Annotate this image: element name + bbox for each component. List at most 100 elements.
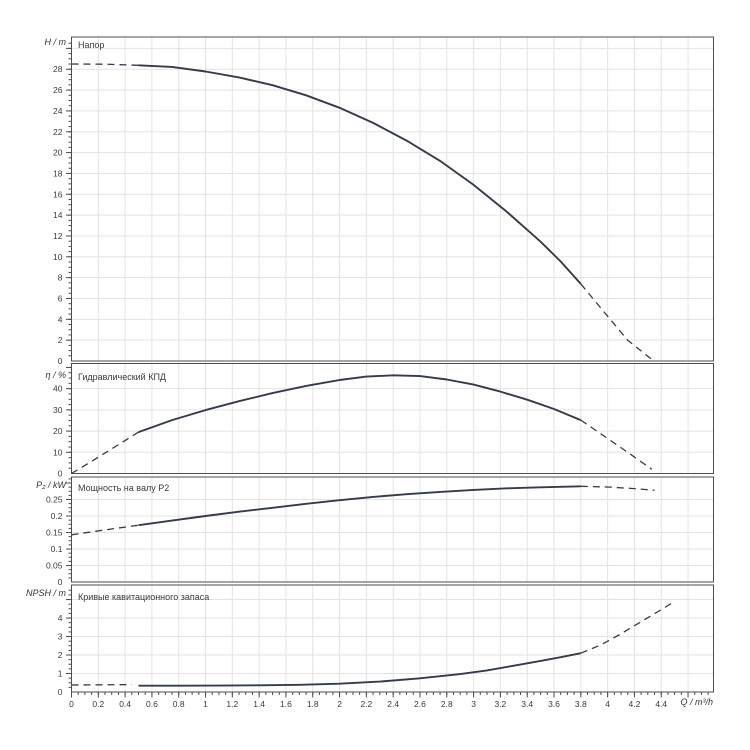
x-tick-label: 1.8 — [307, 699, 319, 709]
y-tick-label: 10 — [53, 252, 63, 262]
x-tick-label: 1.4 — [253, 699, 265, 709]
y-ticks — [66, 478, 72, 579]
y-axis-label-npsh: NPSH / m — [25, 587, 66, 598]
x-tick-label: 0.8 — [173, 699, 185, 709]
x-tick-label: 3.6 — [548, 699, 560, 709]
panel-power: 0 0.05 0.1 0.15 0.2 0.25 — [46, 476, 714, 588]
y-tick-labels: 0 0.05 0.1 0.15 0.2 0.25 — [46, 495, 63, 588]
x-tick-label: 4.4 — [655, 699, 667, 709]
efficiency-dashed-right-curve — [580, 419, 653, 470]
y-tick-label: 16 — [53, 189, 63, 199]
panel-title-npsh: Кривые кавитационного запаса — [78, 592, 210, 602]
y-tick-label: 2 — [58, 650, 63, 660]
grid-horizontal — [71, 388, 714, 453]
y-tick-label: 24 — [53, 106, 63, 116]
x-tick-label: 0.6 — [146, 699, 158, 709]
x-tick-label: 4 — [605, 699, 610, 709]
panel-frame — [71, 36, 714, 362]
grid-vertical — [97, 37, 689, 361]
x-tick-label: 0.4 — [119, 699, 131, 709]
head-dashed-left-curve — [71, 63, 139, 66]
head-dashed-right-curve — [580, 283, 653, 360]
y-tick-label: 20 — [53, 426, 63, 436]
y-tick-label: 6 — [58, 293, 63, 303]
grid-horizontal — [71, 47, 714, 341]
y-tick-label: 0.05 — [46, 561, 63, 571]
x-tick-label: 0 — [69, 699, 74, 709]
y-tick-label: 18 — [53, 168, 63, 178]
power-solid-curve — [138, 485, 581, 527]
panel-npsh: 0 1 2 3 4 — [58, 584, 714, 697]
y-ticks — [66, 366, 72, 469]
panel-efficiency: 0 10 20 30 40 — [53, 363, 714, 479]
y-tick-label: 14 — [53, 210, 63, 220]
power-dashed-right-curve — [580, 485, 655, 491]
x-axis-label: Q / m³/h — [680, 697, 713, 707]
y-tick-label: 1 — [58, 669, 63, 679]
y-tick-label: 0.1 — [51, 544, 63, 554]
x-tick-label: 3.8 — [575, 699, 587, 709]
panel-frame — [71, 476, 714, 583]
y-axis-label-efficiency: η / % — [45, 370, 66, 380]
y-tick-label: 0.15 — [46, 528, 63, 538]
y-tick-label: 28 — [53, 64, 63, 74]
grid-vertical — [97, 363, 689, 474]
x-tick-label: 1.6 — [280, 699, 292, 709]
y-tick-label: 0 — [58, 577, 63, 587]
x-tick-label: 1 — [203, 699, 208, 709]
panel-title-efficiency: Гидравлический КПД — [78, 372, 167, 382]
npsh-dashed-right-curve — [580, 600, 675, 654]
panel-frame — [71, 363, 714, 474]
y-axis-label-head: H / m — [44, 37, 67, 47]
y-ticks — [66, 589, 72, 688]
panel-frame — [71, 584, 714, 693]
x-tick-label: 4.2 — [629, 699, 641, 709]
y-tick-label: 0 — [58, 687, 63, 697]
x-tick-label: 2.8 — [441, 699, 453, 709]
power-dashed-left-curve — [71, 524, 139, 536]
y-tick-label: 3 — [58, 632, 63, 642]
y-axis-label-power: P₂ / kW — [36, 480, 66, 490]
x-tick-label: 2 — [337, 699, 342, 709]
grid-vertical — [97, 477, 689, 582]
y-tick-label: 0 — [58, 356, 63, 366]
y-tick-label: 8 — [58, 273, 63, 283]
x-tick-label: 1.2 — [226, 699, 238, 709]
y-tick-label: 12 — [53, 231, 63, 241]
y-tick-label: 22 — [53, 127, 63, 137]
y-ticks — [66, 42, 72, 357]
x-tick-label: 3 — [471, 699, 476, 709]
y-tick-label: 26 — [53, 85, 63, 95]
efficiency-solid-curve — [138, 374, 582, 433]
x-axis: 0 0.2 0.4 0.6 0.8 1 1.2 1.4 1.6 1.8 2 2.2 2.4 2.6 2.8 3… — [69, 692, 709, 709]
efficiency-dashed-left-curve — [71, 431, 139, 475]
y-tick-label: 2 — [58, 335, 63, 345]
y-tick-label: 30 — [53, 405, 63, 415]
y-tick-label: 20 — [53, 148, 63, 158]
x-tick-label: 3.4 — [521, 699, 533, 709]
npsh-solid-curve — [138, 652, 581, 687]
x-tick-label: 2.6 — [414, 699, 426, 709]
y-tick-label: 4 — [58, 314, 63, 324]
y-tick-labels: 0 10 20 30 40 — [53, 384, 63, 479]
y-tick-label: 0.2 — [51, 511, 63, 521]
grid-horizontal — [71, 499, 714, 566]
grid-horizontal — [71, 599, 714, 675]
y-tick-label: 4 — [58, 613, 63, 623]
x-tick-label: 0.2 — [92, 699, 104, 709]
x-tick-label: 2.2 — [360, 699, 372, 709]
panel-title-head: Напор — [78, 40, 105, 50]
panel-title-power: Мощность на валу P2 — [78, 482, 170, 493]
x-tick-label: 2.4 — [387, 699, 399, 709]
y-tick-labels: 0 1 2 3 4 — [58, 613, 63, 697]
y-tick-label: 10 — [53, 447, 63, 457]
y-tick-label: 0.25 — [46, 495, 63, 505]
grid-vertical — [97, 585, 689, 692]
y-tick-label: 40 — [53, 384, 63, 394]
y-tick-label: 0 — [58, 469, 63, 479]
head-solid-curve — [138, 64, 582, 285]
